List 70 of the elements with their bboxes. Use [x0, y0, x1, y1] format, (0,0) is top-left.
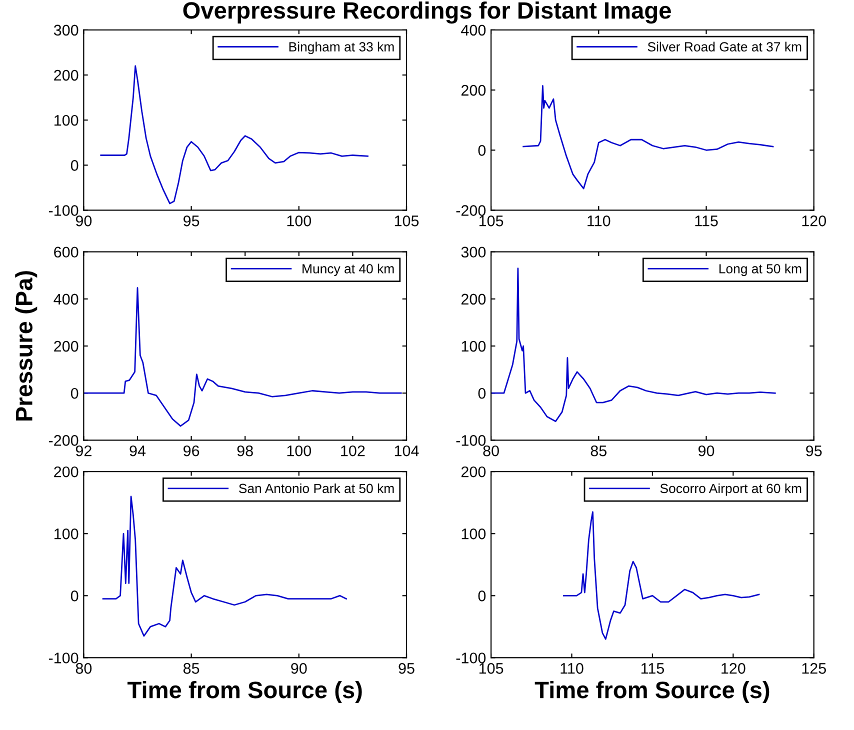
x-tick-label: 102 [341, 445, 365, 456]
y-tick-label: 0 [70, 590, 78, 602]
y-tick-label: 0 [478, 388, 486, 399]
x-tick-label: 125 [802, 662, 826, 674]
y-tick-label: 300 [54, 24, 78, 36]
line-series [100, 65, 368, 204]
x-tick-label: 80 [76, 662, 92, 674]
x-tick-label: 115 [695, 216, 718, 226]
x-tick-label: 94 [130, 445, 146, 456]
x-tick-label: 104 [394, 445, 419, 456]
y-tick-label: 300 [461, 246, 486, 258]
x-axis-title: Time from Source (s) [534, 681, 770, 704]
x-tick-label: 120 [802, 216, 826, 226]
x-tick-label: 90 [698, 445, 714, 456]
x-tick-label: 100 [287, 216, 312, 226]
y-tick-label: 200 [54, 340, 78, 352]
x-tick-label: 92 [76, 445, 92, 456]
y-tick-label: 0 [478, 590, 486, 602]
y-tick-label: -200 [48, 435, 78, 446]
legend-label: Silver Road Gate at 37 km [648, 42, 802, 52]
x-tick-label: 110 [588, 216, 610, 226]
x-tick-label: 115 [641, 663, 664, 674]
y-tick-label: -100 [48, 652, 78, 664]
y-tick-label: -200 [456, 205, 486, 216]
chart-title: Overpressure Recordings for Distant Image [183, 1, 671, 24]
y-tick-label: 200 [461, 294, 486, 305]
x-tick-label: 96 [184, 445, 200, 456]
y-axis-title: Pressure (Pa) [15, 271, 38, 421]
line-series [84, 287, 402, 427]
x-tick-label: 100 [287, 445, 312, 456]
legend-label: San Antonio Park at 50 km [239, 483, 394, 494]
y-tick-label: 600 [54, 246, 78, 258]
x-tick-label: 95 [398, 662, 414, 674]
y-tick-label: -100 [48, 205, 78, 216]
y-tick-label: 100 [54, 114, 78, 126]
x-tick-label: 95 [806, 445, 822, 456]
x-axis-title: Time from Source (s) [127, 681, 362, 704]
line-series [102, 496, 347, 637]
y-tick-label: -100 [456, 652, 486, 664]
x-tick-label: 110 [560, 662, 584, 674]
x-tick-label: 85 [590, 445, 607, 456]
x-tick-label: 95 [184, 216, 200, 226]
x-tick-label: 80 [483, 445, 499, 456]
y-tick-label: 200 [54, 466, 78, 478]
x-tick-label: 98 [237, 445, 253, 456]
y-tick-label: -100 [456, 435, 486, 446]
x-tick-label: 85 [183, 662, 200, 674]
x-tick-label: 90 [76, 216, 92, 226]
x-tick-label: 105 [394, 216, 419, 226]
x-tick-label: 120 [722, 662, 746, 674]
line-series [522, 85, 774, 190]
y-tick-label: 400 [54, 294, 78, 305]
x-tick-label: 105 [479, 216, 504, 226]
x-tick-label: 105 [479, 662, 504, 674]
y-tick-label: 200 [54, 70, 78, 81]
legend-label: Muncy at 40 km [302, 264, 394, 276]
y-tick-label: 200 [461, 84, 486, 96]
legend-label: Long at 50 km [719, 264, 802, 276]
y-tick-label: 100 [462, 528, 486, 540]
legend-label: Bingham at 33 km [289, 42, 394, 54]
line-series [562, 511, 760, 640]
y-tick-label: 200 [461, 466, 486, 478]
y-tick-label: 100 [54, 528, 78, 540]
y-tick-label: 400 [461, 24, 486, 36]
x-tick-label: 90 [291, 662, 307, 674]
y-tick-label: 100 [462, 340, 486, 352]
y-tick-label: 0 [478, 145, 486, 156]
y-tick-label: 0 [70, 388, 78, 399]
legend-label: Socorro Airport at 60 km [660, 483, 802, 496]
y-tick-label: 0 [70, 160, 78, 171]
